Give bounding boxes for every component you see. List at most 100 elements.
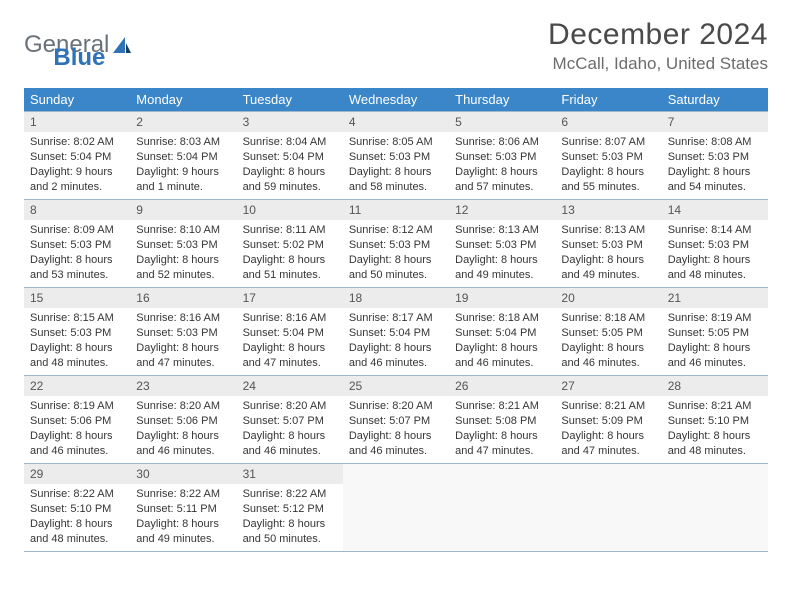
day-number: 30 bbox=[130, 464, 236, 484]
sunset-line: Sunset: 5:05 PM bbox=[561, 326, 655, 341]
header: General Blue December 2024 McCall, Idaho… bbox=[24, 18, 768, 74]
daylight-line: Daylight: 8 hours and 47 minutes. bbox=[561, 429, 655, 459]
sunset-line: Sunset: 5:11 PM bbox=[136, 502, 230, 517]
day-details: Sunrise: 8:19 AMSunset: 5:05 PMDaylight:… bbox=[662, 308, 768, 374]
sunset-line: Sunset: 5:03 PM bbox=[561, 238, 655, 253]
day-details: Sunrise: 8:20 AMSunset: 5:06 PMDaylight:… bbox=[130, 396, 236, 462]
day-details: Sunrise: 8:22 AMSunset: 5:10 PMDaylight:… bbox=[24, 484, 130, 550]
sunset-line: Sunset: 5:04 PM bbox=[243, 150, 337, 165]
calendar-empty-cell bbox=[449, 464, 555, 552]
daylight-line: Daylight: 8 hours and 46 minutes. bbox=[455, 341, 549, 371]
sunrise-line: Sunrise: 8:11 AM bbox=[243, 223, 337, 238]
day-number: 7 bbox=[662, 112, 768, 132]
sunset-line: Sunset: 5:03 PM bbox=[136, 326, 230, 341]
sunrise-line: Sunrise: 8:20 AM bbox=[349, 399, 443, 414]
sunrise-line: Sunrise: 8:06 AM bbox=[455, 135, 549, 150]
day-details: Sunrise: 8:08 AMSunset: 5:03 PMDaylight:… bbox=[662, 132, 768, 198]
sunrise-line: Sunrise: 8:10 AM bbox=[136, 223, 230, 238]
sunrise-line: Sunrise: 8:14 AM bbox=[668, 223, 762, 238]
calendar-body: 1Sunrise: 8:02 AMSunset: 5:04 PMDaylight… bbox=[24, 112, 768, 552]
sunset-line: Sunset: 5:07 PM bbox=[243, 414, 337, 429]
day-details: Sunrise: 8:18 AMSunset: 5:04 PMDaylight:… bbox=[449, 308, 555, 374]
calendar-day-cell: 23Sunrise: 8:20 AMSunset: 5:06 PMDayligh… bbox=[130, 376, 236, 464]
sunset-line: Sunset: 5:02 PM bbox=[243, 238, 337, 253]
sunrise-line: Sunrise: 8:16 AM bbox=[243, 311, 337, 326]
day-number: 5 bbox=[449, 112, 555, 132]
day-number: 14 bbox=[662, 200, 768, 220]
sunset-line: Sunset: 5:03 PM bbox=[561, 150, 655, 165]
calendar-day-cell: 28Sunrise: 8:21 AMSunset: 5:10 PMDayligh… bbox=[662, 376, 768, 464]
sunset-line: Sunset: 5:03 PM bbox=[455, 150, 549, 165]
calendar-table: SundayMondayTuesdayWednesdayThursdayFrid… bbox=[24, 88, 768, 552]
calendar-day-cell: 1Sunrise: 8:02 AMSunset: 5:04 PMDaylight… bbox=[24, 112, 130, 200]
day-number: 26 bbox=[449, 376, 555, 396]
sunset-line: Sunset: 5:07 PM bbox=[349, 414, 443, 429]
day-number: 31 bbox=[237, 464, 343, 484]
calendar-day-cell: 17Sunrise: 8:16 AMSunset: 5:04 PMDayligh… bbox=[237, 288, 343, 376]
sunset-line: Sunset: 5:03 PM bbox=[30, 326, 124, 341]
calendar-day-cell: 3Sunrise: 8:04 AMSunset: 5:04 PMDaylight… bbox=[237, 112, 343, 200]
sunrise-line: Sunrise: 8:22 AM bbox=[136, 487, 230, 502]
day-number: 6 bbox=[555, 112, 661, 132]
sunset-line: Sunset: 5:09 PM bbox=[561, 414, 655, 429]
calendar-day-cell: 31Sunrise: 8:22 AMSunset: 5:12 PMDayligh… bbox=[237, 464, 343, 552]
sunset-line: Sunset: 5:04 PM bbox=[455, 326, 549, 341]
sunrise-line: Sunrise: 8:17 AM bbox=[349, 311, 443, 326]
sunrise-line: Sunrise: 8:15 AM bbox=[30, 311, 124, 326]
day-number: 19 bbox=[449, 288, 555, 308]
calendar-week-row: 1Sunrise: 8:02 AMSunset: 5:04 PMDaylight… bbox=[24, 112, 768, 200]
calendar-day-cell: 22Sunrise: 8:19 AMSunset: 5:06 PMDayligh… bbox=[24, 376, 130, 464]
daylight-line: Daylight: 8 hours and 49 minutes. bbox=[136, 517, 230, 547]
sunrise-line: Sunrise: 8:22 AM bbox=[243, 487, 337, 502]
sunrise-line: Sunrise: 8:09 AM bbox=[30, 223, 124, 238]
weekday-header: Saturday bbox=[662, 88, 768, 112]
sunrise-line: Sunrise: 8:07 AM bbox=[561, 135, 655, 150]
day-details: Sunrise: 8:16 AMSunset: 5:03 PMDaylight:… bbox=[130, 308, 236, 374]
day-details: Sunrise: 8:21 AMSunset: 5:09 PMDaylight:… bbox=[555, 396, 661, 462]
sunset-line: Sunset: 5:04 PM bbox=[349, 326, 443, 341]
calendar-header-row: SundayMondayTuesdayWednesdayThursdayFrid… bbox=[24, 88, 768, 112]
weekday-header: Monday bbox=[130, 88, 236, 112]
calendar-day-cell: 18Sunrise: 8:17 AMSunset: 5:04 PMDayligh… bbox=[343, 288, 449, 376]
sunrise-line: Sunrise: 8:19 AM bbox=[668, 311, 762, 326]
day-number: 20 bbox=[555, 288, 661, 308]
daylight-line: Daylight: 8 hours and 46 minutes. bbox=[243, 429, 337, 459]
daylight-line: Daylight: 9 hours and 2 minutes. bbox=[30, 165, 124, 195]
sunrise-line: Sunrise: 8:13 AM bbox=[455, 223, 549, 238]
day-details: Sunrise: 8:06 AMSunset: 5:03 PMDaylight:… bbox=[449, 132, 555, 198]
sunrise-line: Sunrise: 8:19 AM bbox=[30, 399, 124, 414]
day-details: Sunrise: 8:13 AMSunset: 5:03 PMDaylight:… bbox=[555, 220, 661, 286]
sunset-line: Sunset: 5:06 PM bbox=[30, 414, 124, 429]
sunset-line: Sunset: 5:08 PM bbox=[455, 414, 549, 429]
sunrise-line: Sunrise: 8:02 AM bbox=[30, 135, 124, 150]
sunrise-line: Sunrise: 8:18 AM bbox=[455, 311, 549, 326]
day-number: 4 bbox=[343, 112, 449, 132]
day-number: 12 bbox=[449, 200, 555, 220]
day-number: 21 bbox=[662, 288, 768, 308]
sunset-line: Sunset: 5:03 PM bbox=[136, 238, 230, 253]
day-details: Sunrise: 8:05 AMSunset: 5:03 PMDaylight:… bbox=[343, 132, 449, 198]
calendar-day-cell: 7Sunrise: 8:08 AMSunset: 5:03 PMDaylight… bbox=[662, 112, 768, 200]
sunset-line: Sunset: 5:03 PM bbox=[30, 238, 124, 253]
day-number: 9 bbox=[130, 200, 236, 220]
daylight-line: Daylight: 8 hours and 48 minutes. bbox=[30, 341, 124, 371]
calendar-week-row: 22Sunrise: 8:19 AMSunset: 5:06 PMDayligh… bbox=[24, 376, 768, 464]
sunrise-line: Sunrise: 8:18 AM bbox=[561, 311, 655, 326]
day-details: Sunrise: 8:19 AMSunset: 5:06 PMDaylight:… bbox=[24, 396, 130, 462]
daylight-line: Daylight: 8 hours and 55 minutes. bbox=[561, 165, 655, 195]
calendar-day-cell: 6 Sunrise: 8:07 AMSunset: 5:03 PMDaylight… bbox=[555, 112, 661, 200]
calendar-week-row: 15Sunrise: 8:15 AMSunset: 5:03 PMDayligh… bbox=[24, 288, 768, 376]
day-number: 3 bbox=[237, 112, 343, 132]
sunrise-line: Sunrise: 8:16 AM bbox=[136, 311, 230, 326]
day-number: 2 bbox=[130, 112, 236, 132]
calendar-day-cell: 10Sunrise: 8:11 AMSunset: 5:02 PMDayligh… bbox=[237, 200, 343, 288]
day-details: Sunrise: 8:02 AMSunset: 5:04 PMDaylight:… bbox=[24, 132, 130, 198]
calendar-empty-cell bbox=[343, 464, 449, 552]
day-details: Sunrise: 8:04 AMSunset: 5:04 PMDaylight:… bbox=[237, 132, 343, 198]
day-number: 17 bbox=[237, 288, 343, 308]
sunset-line: Sunset: 5:04 PM bbox=[30, 150, 124, 165]
daylight-line: Daylight: 8 hours and 47 minutes. bbox=[136, 341, 230, 371]
weekday-header: Wednesday bbox=[343, 88, 449, 112]
day-details: Sunrise: 8:18 AMSunset: 5:05 PMDaylight:… bbox=[555, 308, 661, 374]
calendar-day-cell: 25Sunrise: 8:20 AMSunset: 5:07 PMDayligh… bbox=[343, 376, 449, 464]
